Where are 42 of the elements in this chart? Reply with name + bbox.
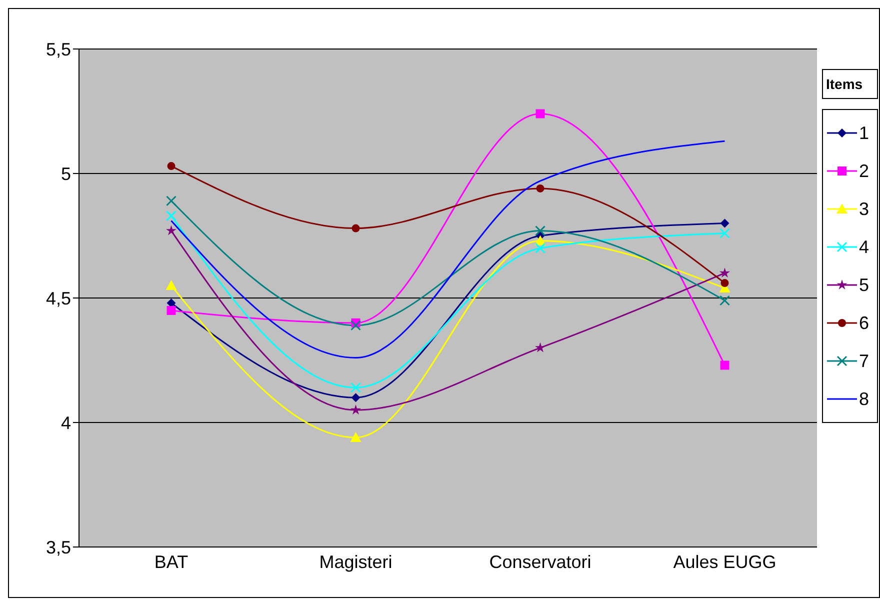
legend-label: 2: [859, 160, 870, 182]
legend-label: 5: [859, 274, 870, 296]
point: [720, 218, 730, 228]
point: [535, 242, 546, 254]
point: [536, 109, 545, 118]
point: [167, 162, 176, 170]
point: [350, 382, 361, 393]
point: [720, 279, 729, 288]
x-tick-label: Magisteri: [319, 552, 392, 572]
point: [350, 320, 361, 331]
point: [350, 404, 361, 414]
x-tick-label: Aules EUGG: [673, 552, 776, 572]
point: [535, 342, 546, 352]
point: [166, 196, 176, 206]
legend-label: 8: [859, 388, 870, 410]
point: [166, 210, 176, 222]
legend-label: 6: [859, 312, 870, 334]
point: [720, 228, 730, 239]
point: [351, 393, 360, 402]
point: [720, 295, 730, 306]
legend-label: 3: [859, 198, 870, 220]
legend-label: 7: [859, 350, 870, 372]
y-tick-label: 5,5: [46, 39, 71, 60]
point: [166, 306, 176, 315]
point: [166, 225, 176, 236]
legend-label: 1: [859, 122, 870, 144]
x-tick-label: Conservatori: [489, 552, 592, 572]
point: [350, 432, 362, 442]
point: [536, 184, 544, 192]
y-tick-label: 4: [60, 412, 71, 433]
y-tick-label: 3,5: [46, 537, 71, 558]
point: [720, 360, 730, 370]
point: [352, 224, 360, 232]
line-series: [170, 140, 726, 359]
y-tick-label: 5: [60, 164, 71, 184]
legend-title: Items: [822, 69, 878, 99]
legend-label: 4: [859, 236, 870, 258]
x-tick-label: BAT: [154, 552, 188, 572]
point: [535, 226, 546, 236]
y-tick-label: 4,5: [46, 288, 71, 308]
point: [166, 280, 177, 290]
point: [720, 268, 730, 278]
